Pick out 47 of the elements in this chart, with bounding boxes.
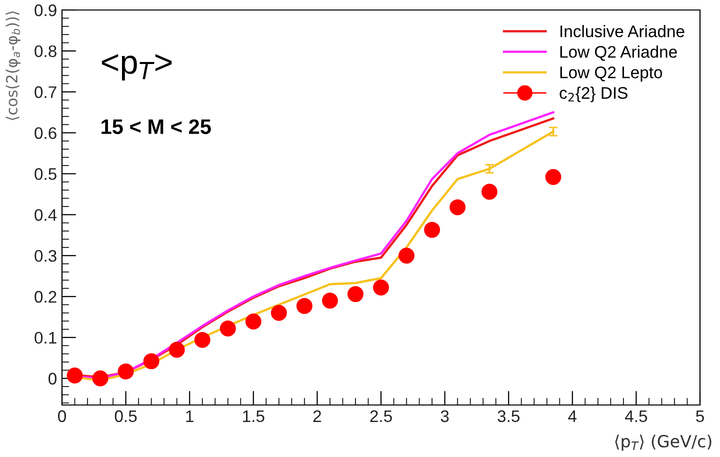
- legend-label: Low Q2 Lepto: [560, 66, 662, 82]
- x-tick-label: 4.5: [625, 410, 648, 422]
- y-axis-title: ⟨cos(2(φ$_{a}$-φ$_{b}$))⟩: [6, 11, 20, 120]
- x-tick-label: 3.5: [498, 410, 520, 422]
- point: [424, 222, 440, 238]
- point: [92, 370, 108, 386]
- point: [66, 368, 83, 384]
- point: [322, 292, 338, 309]
- y-tick-label: 0.9: [34, 4, 56, 16]
- point: [481, 184, 498, 200]
- x-tick-label: 0: [58, 410, 66, 422]
- point: [143, 353, 160, 370]
- x-tick-label: 2: [313, 410, 321, 422]
- legend-label: c$_{2}${2} DIS: [560, 86, 628, 102]
- x-tick-label: 0.5: [114, 410, 137, 422]
- annotation: <p$_{T}$>: [102, 54, 172, 81]
- point: [398, 248, 414, 264]
- point: [168, 342, 185, 358]
- x-tick-label: 1.5: [243, 410, 264, 422]
- point: [348, 286, 364, 302]
- x-tick-label: 5: [696, 410, 704, 422]
- y-tick-label: 0.2: [34, 290, 56, 303]
- point: [245, 314, 262, 330]
- annotation: 15 < M < 25: [102, 119, 211, 134]
- point: [450, 199, 466, 216]
- point: [373, 280, 389, 296]
- x-axis-title: ⟨p$_{T}$⟩ (GeV/c): [615, 434, 712, 451]
- point: [194, 332, 210, 348]
- y-tick-label: 0.1: [34, 332, 56, 344]
- legend-label: Low Q2 Ariadne: [560, 46, 677, 61]
- legend-label: Inclusive Ariadne: [560, 25, 684, 38]
- y-tick-label: 0.7: [34, 86, 56, 98]
- y-tick-label: 0.6: [34, 127, 56, 139]
- point: [118, 363, 134, 380]
- point: [296, 298, 312, 314]
- y-tick-label: 0.5: [34, 168, 56, 180]
- x-tick-label: 4: [568, 410, 577, 422]
- y-tick-label: 0: [48, 372, 56, 385]
- point: [220, 320, 236, 336]
- x-tick-label: 3: [440, 410, 449, 422]
- y-tick-label: 0.4: [34, 209, 57, 221]
- x-tick-label: 2.5: [370, 410, 392, 422]
- y-tick-label: 0.3: [34, 250, 56, 262]
- y-tick-label: 0.8: [34, 45, 56, 58]
- x-tick-label: 1: [186, 410, 194, 422]
- point: [545, 169, 562, 185]
- point: [270, 304, 287, 321]
